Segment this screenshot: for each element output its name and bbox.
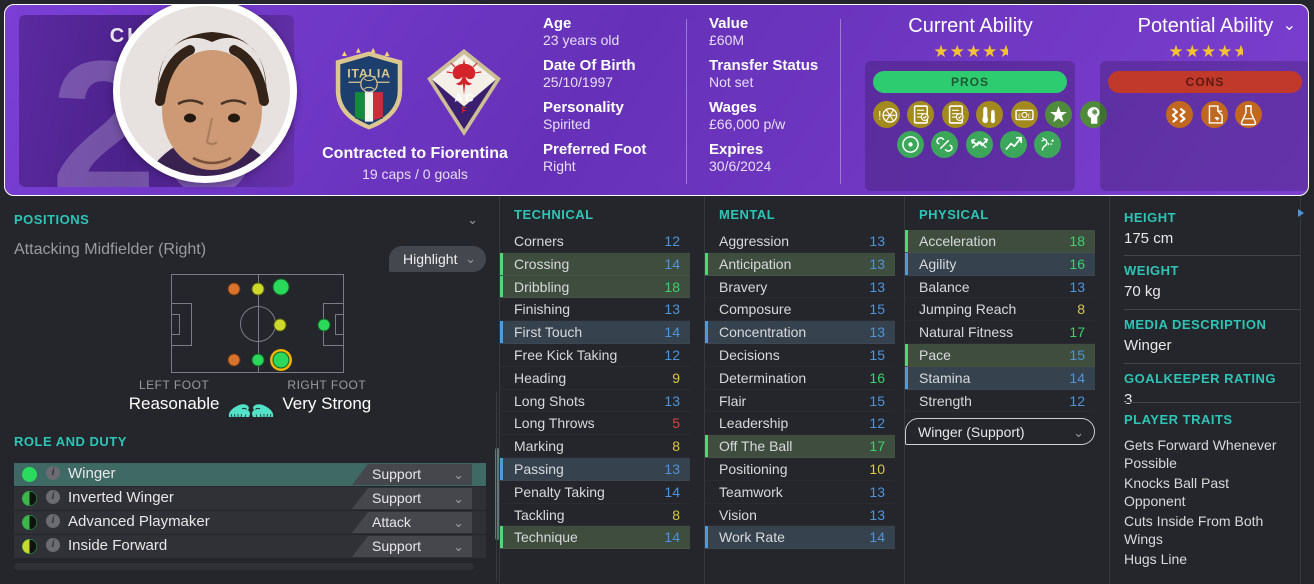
svg-text:F: F <box>461 106 466 115</box>
svg-text:£: £ <box>1028 113 1031 119</box>
svg-text:!: ! <box>878 109 881 123</box>
svg-text:£: £ <box>1018 113 1021 119</box>
svg-text:A C: A C <box>454 93 473 105</box>
